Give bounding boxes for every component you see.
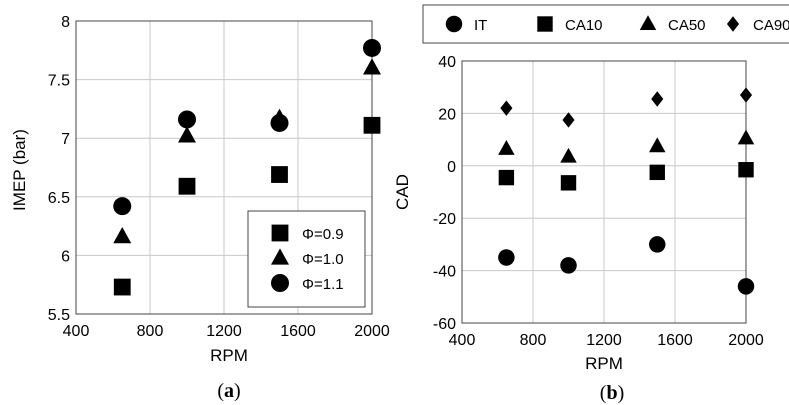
chart-b-point (500, 100, 513, 116)
chart-b-legend-label: IT (474, 17, 487, 34)
chart-b-point (498, 169, 515, 186)
chart-b-y-tick: -20 (433, 211, 456, 228)
chart-b-y-tick: 20 (438, 106, 456, 123)
chart-a-x-tick: 2000 (354, 323, 390, 340)
chart-a-legend-label: Φ=1.1 (302, 276, 344, 293)
chart-b-point (651, 91, 664, 107)
chart-a-xlabel: RPM (210, 346, 248, 365)
chart-a-legend-label: Φ=0.9 (302, 226, 344, 243)
chart-a-legend-marker (271, 224, 289, 242)
chart-b-point (649, 164, 665, 181)
chart-a-legend-label: Φ=1.0 (302, 251, 344, 268)
chart-a-x-tick: 800 (137, 323, 164, 340)
chart-b-point (560, 147, 577, 163)
chart-a-plot-area (75, 20, 373, 315)
chart-a-y-tick: 8 (61, 14, 70, 31)
chart-a-y-tick: 6 (61, 248, 70, 265)
chart-b-legend-label: CA10 (565, 17, 603, 34)
chart-a-point (178, 110, 196, 129)
chart-a-point (271, 166, 288, 183)
chart-b-point (498, 249, 515, 266)
chart-a-x-tick: 1200 (206, 323, 242, 340)
chart-a-grid (76, 21, 372, 314)
chart-a-y-tick: 5.5 (48, 307, 70, 324)
chart-a-y-tick: 7 (61, 131, 70, 148)
chart-a-point (363, 116, 381, 134)
chart-b-y-tick: 0 (447, 159, 456, 176)
chart-b-y-tick: -40 (433, 264, 456, 281)
chart-b-legend-label: CA50 (668, 17, 706, 34)
chart-b-y-tick: 40 (438, 54, 456, 71)
chart-a: 400 800 1200 1600 2000 5.5 6 6.5 7 7.5 8 RPM IMEP … (10, 14, 390, 402)
chart-b-ylabel: CAD (393, 174, 412, 210)
chart-b-point (739, 87, 753, 103)
chart-b-legend-marker (537, 16, 553, 32)
chart-a-points (113, 38, 381, 296)
chart-b-plot-area (461, 60, 747, 324)
chart-a-point (178, 126, 196, 143)
chart-a-y-tick: 6.5 (48, 190, 70, 207)
chart-b-x-tick: 2000 (728, 332, 764, 349)
chart-b-grid (462, 61, 746, 323)
chart-a-point (363, 38, 381, 57)
chart-b-point (498, 139, 515, 155)
chart-b-points (498, 87, 755, 295)
chart-a-legend: Φ=0.9 Φ=1.0 Φ=1.1 (247, 210, 366, 308)
chart-a-point (270, 113, 289, 132)
chart-b-legend-marker (445, 15, 463, 33)
chart-b-point (560, 175, 577, 191)
chart-b-x-tick: 1200 (586, 332, 622, 349)
chart-b-y-tick: -60 (433, 316, 456, 333)
chart-b-point (562, 112, 575, 128)
chart-a-y-tick: 7.5 (48, 73, 70, 90)
chart-a-point (363, 58, 381, 75)
chart-b-point (737, 278, 755, 295)
chart-a-legend-box (247, 210, 366, 308)
chart-b-point (649, 137, 666, 153)
chart-b: 400 800 1200 1600 2000 -60 -40 -20 0 20 40 RPM CAD… (393, 4, 789, 404)
chart-a-x-tick: 400 (63, 323, 90, 340)
chart-b-point (649, 236, 666, 253)
chart-b-point (560, 257, 577, 274)
chart-b-x-tick: 800 (520, 332, 547, 349)
chart-b-ticks: 400 800 1200 1600 2000 -60 -40 -20 0 20 40 (433, 54, 764, 349)
chart-b-x-tick: 400 (449, 332, 476, 349)
chart-b-legend-marker (639, 15, 657, 31)
chart-a-legend-marker (271, 248, 289, 265)
chart-b-legend: IT CA10 CA50 CA90 (422, 4, 789, 44)
chart-b-point (737, 129, 755, 145)
chart-a-point (113, 197, 132, 216)
chart-a-legend-marker (271, 274, 289, 292)
chart-b-x-tick: 1600 (657, 332, 693, 349)
chart-a-x-tick: 1600 (280, 323, 316, 340)
chart-a-point (113, 227, 132, 244)
chart-a-ticks: 400 800 1200 1600 2000 5.5 6 6.5 7 7.5 8 (48, 14, 390, 340)
chart-b-legend-label: CA90 (753, 17, 789, 34)
chart-b-xlabel: RPM (585, 354, 623, 373)
chart-a-point (113, 278, 131, 296)
chart-a-ylabel: IMEP (bar) (10, 129, 29, 211)
chart-a-caption: (a) (217, 380, 240, 402)
chart-b-point (738, 162, 754, 178)
chart-b-caption: (b) (600, 382, 624, 404)
chart-a-point (178, 177, 196, 195)
chart-b-legend-marker (726, 16, 740, 32)
